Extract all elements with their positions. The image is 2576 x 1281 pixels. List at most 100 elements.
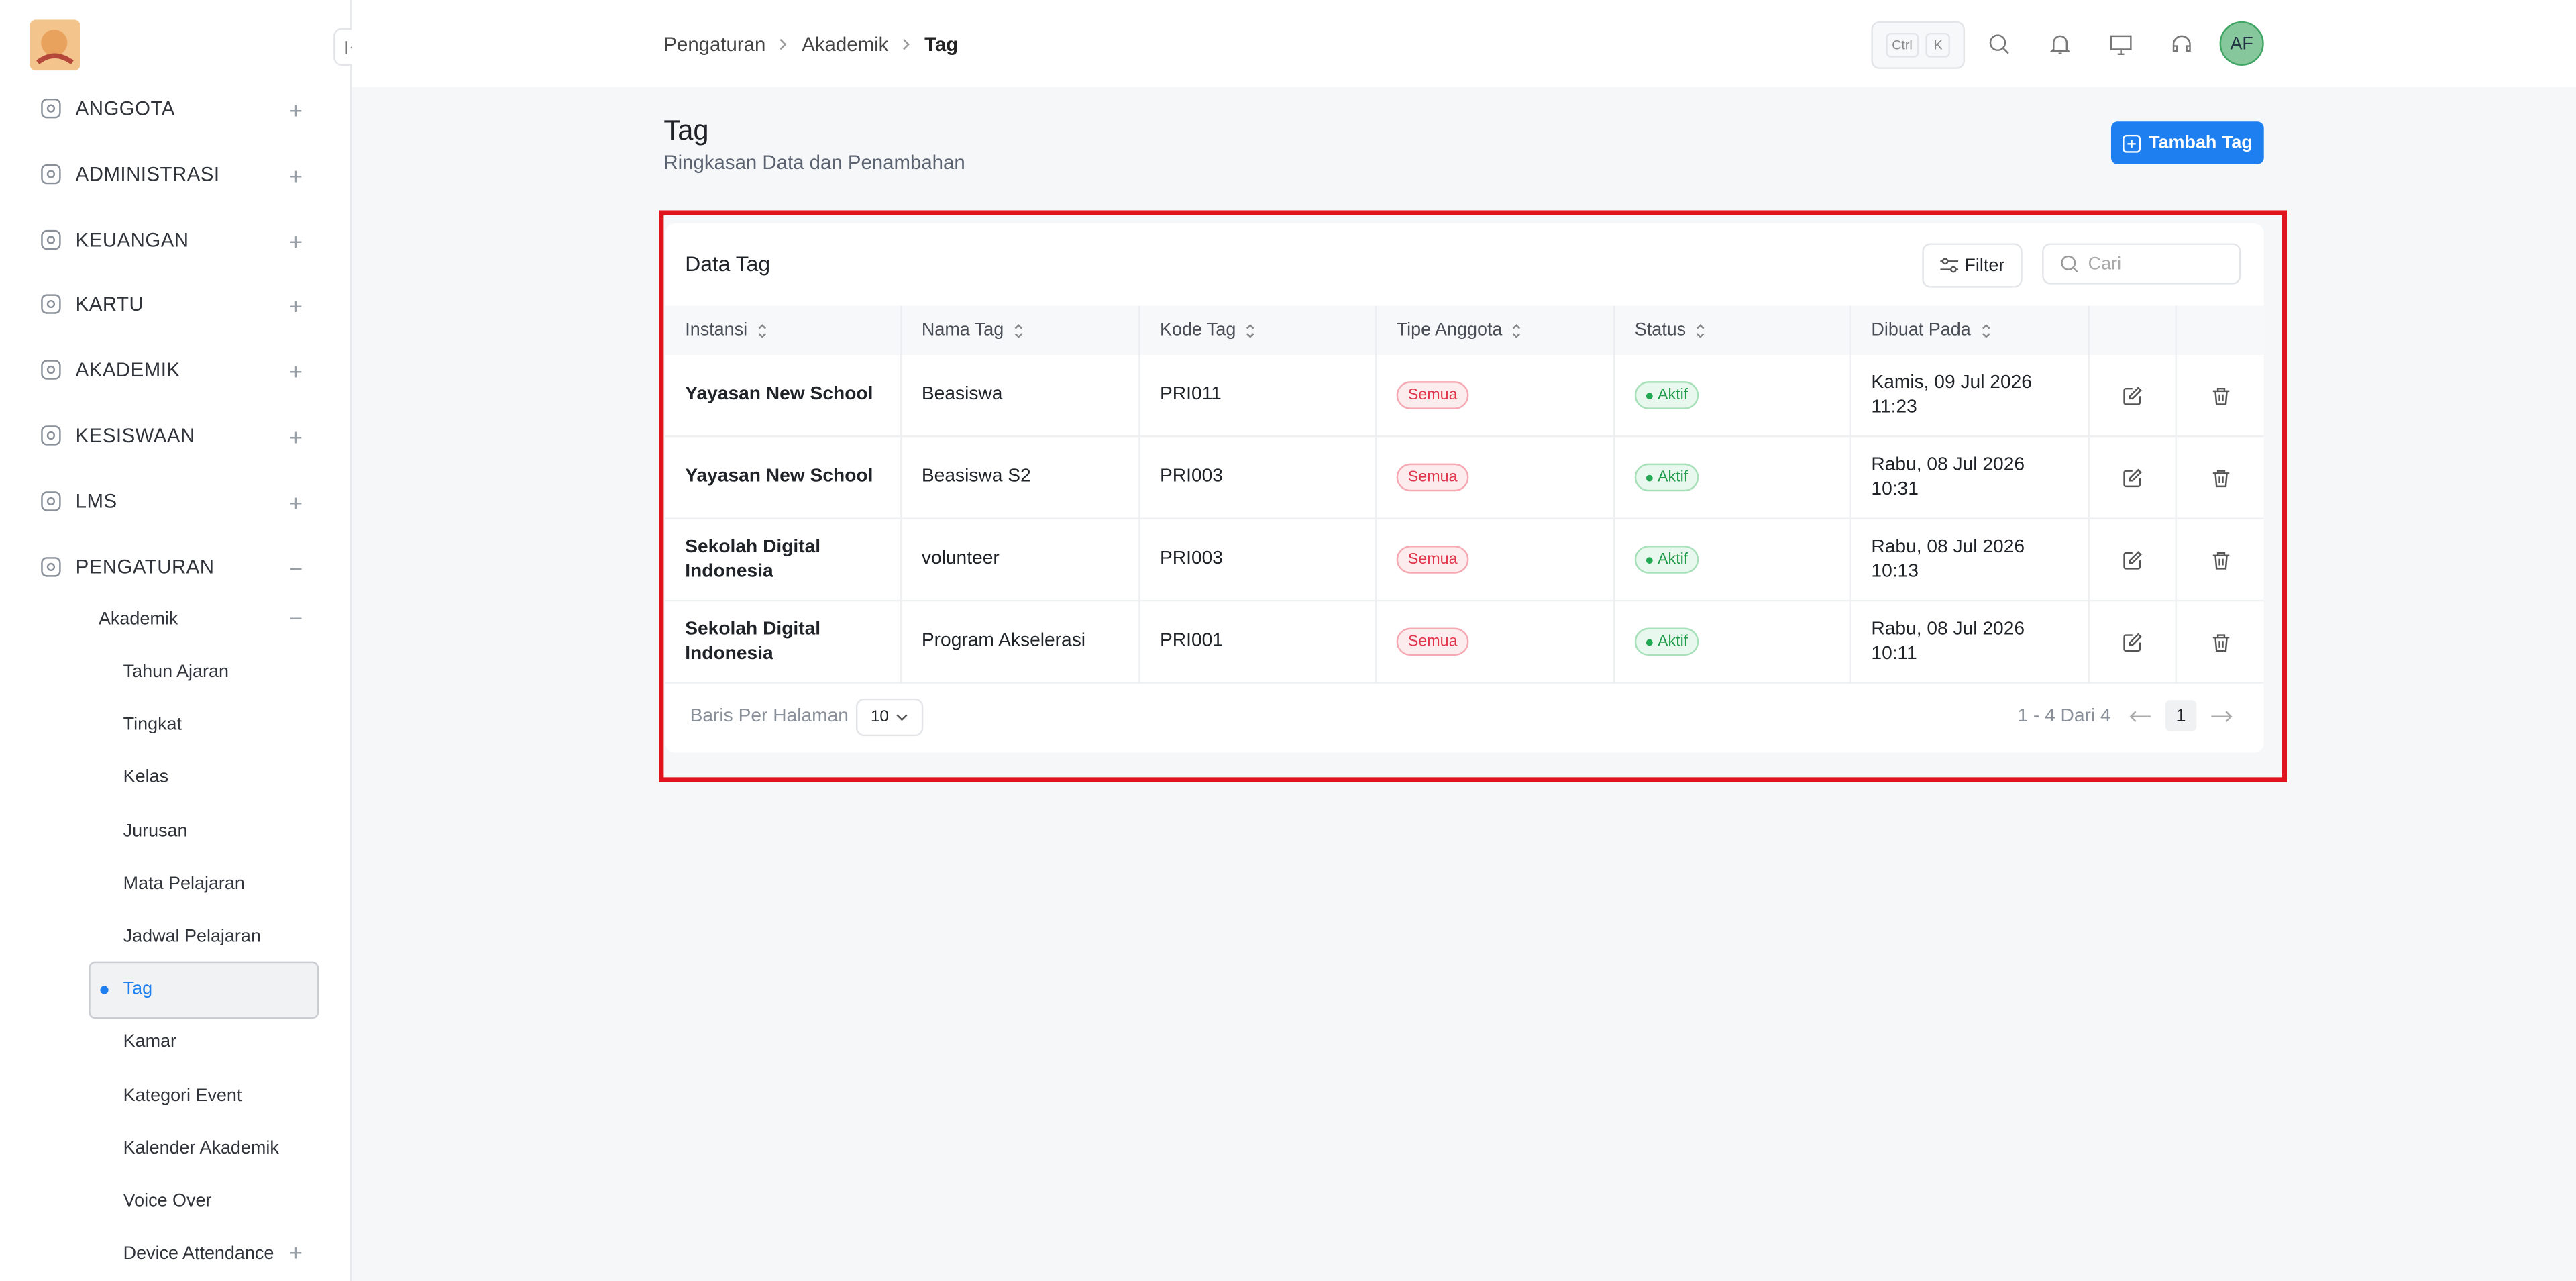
edit-icon[interactable] [2123,632,2142,652]
table-cell [2176,601,2264,684]
table-title: Data Tag [685,251,771,276]
submenu-item-label: Tingkat [123,715,182,735]
table-cell: Yayasan New School [665,437,902,519]
table-cell: volunteer [902,519,1140,602]
table-cell [2090,354,2177,438]
page-number[interactable]: 1 [2165,700,2197,731]
submenu-item[interactable]: Kelas [123,762,168,795]
highlight-box [659,210,2288,782]
submenu-item[interactable]: Tahun Ajaran [123,656,229,688]
rows-per-page-value: 10 [870,708,890,727]
status-dot [1646,556,1653,563]
delete-icon[interactable] [2210,468,2230,487]
submenu-item[interactable]: Tingkat [123,709,182,741]
breadcrumb-item[interactable]: Akademik [802,32,889,56]
breadcrumb: Pengaturan Akademik Tag [663,32,958,58]
submenu-item[interactable]: Mata Pelajaran [123,868,245,901]
key: Ctrl [1885,32,1919,58]
menu-icon [41,491,61,511]
menu-item[interactable]: LMS + [0,476,329,525]
sort-icon[interactable] [1246,323,1256,338]
table-cell: Sekolah Digital Indonesia [665,519,902,602]
page-title: Tag [663,115,709,146]
member-type-badge: Semua [1396,463,1469,492]
column-header [2176,305,2264,355]
table-cell [2090,601,2177,684]
cell-text: PRI003 [1159,548,1223,569]
delete-icon[interactable] [2210,632,2230,652]
submenu-item[interactable]: Kalender Akademik [123,1132,279,1165]
submenu-item[interactable]: Jadwal Pelajaran [123,920,261,953]
cell-text: Beasiswa S2 [921,466,1031,486]
search-placeholder: Cari [2088,254,2122,274]
menu-label: KESISWAAN [75,423,195,448]
table-cell: Aktif [1615,437,1852,519]
avatar[interactable]: AF [2219,21,2264,66]
active-dot [100,986,109,994]
table-cell: Semua [1377,601,1615,684]
status-badge: Aktif [1634,463,1700,492]
edit-icon[interactable] [2123,468,2142,487]
submenu-item[interactable]: Device Attendance [123,1238,274,1271]
delete-icon[interactable] [2210,385,2230,405]
expand-icon: + [289,423,303,451]
submenu-item[interactable]: Voice Over [123,1185,212,1218]
sort-icon[interactable] [1696,323,1706,338]
column-header: Tipe Anggota [1377,305,1615,355]
menu-label: ADMINISTRASI [75,162,220,186]
menu-icon [41,98,61,119]
edit-icon[interactable] [2123,385,2142,405]
expand-icon: + [289,162,303,189]
submenu-item[interactable]: Tag [123,973,152,1006]
menu-icon [41,164,61,184]
menu-item[interactable]: KARTU + [0,280,329,329]
sort-icon[interactable] [1980,323,1990,338]
table-cell: PRI001 [1140,601,1377,684]
submenu-item[interactable]: Jurusan [123,815,188,848]
sort-icon[interactable] [757,323,767,338]
support-icon[interactable] [2170,33,2193,56]
display-icon[interactable] [2110,33,2133,56]
submenu-item-label: Kelas [123,768,169,788]
created-at: Rabu, 08 Jul 2026 10:13 [1871,536,2025,581]
rows-per-page-select[interactable]: 10 [855,698,924,737]
table-cell: PRI003 [1140,437,1377,519]
cell-text: volunteer [921,548,1000,569]
menu-icon [41,360,61,380]
submenu-item[interactable]: Kamar [123,1026,176,1059]
breadcrumb-item[interactable]: Pengaturan [663,32,766,56]
filter-button[interactable]: Filter [1922,243,2023,288]
submenu-header[interactable]: Akademik − [99,603,312,636]
next-page[interactable] [2210,710,2233,723]
sort-icon[interactable] [1512,323,1522,338]
menu-label: LMS [75,489,117,513]
add-button[interactable]: Tambah Tag [2110,121,2264,164]
submenu-item[interactable]: Kategori Event [123,1079,242,1112]
menu-item[interactable]: KESISWAAN + [0,411,329,460]
edit-icon[interactable] [2123,550,2142,569]
search-icon[interactable] [1988,33,2010,56]
search-input[interactable]: Cari [2042,243,2241,285]
delete-icon[interactable] [2210,550,2230,569]
menu-icon [41,229,61,250]
table-cell: Aktif [1615,519,1852,602]
status-dot [1646,474,1653,481]
notification-icon[interactable] [2049,33,2072,56]
table-cell: Program Akselerasi [902,601,1140,684]
sort-icon[interactable] [1014,323,1024,338]
column-header: Kode Tag [1140,305,1377,355]
prev-page[interactable] [2129,710,2152,723]
menu-item[interactable]: ADMINISTRASI + [0,149,329,198]
table-cell: Kamis, 09 Jul 2026 11:23 [1851,354,2090,438]
menu-item[interactable]: ANGGOTA + [0,84,329,133]
filter-label: Filter [1964,255,2005,276]
column-header [2090,305,2177,355]
table-cell: Rabu, 08 Jul 2026 10:31 [1851,437,2090,519]
search-shortcut[interactable]: Ctrl K [1871,21,1966,69]
cell-text: Sekolah Digital Indonesia [685,536,821,581]
column-header: Instansi [665,305,902,355]
menu-item[interactable]: KEUANGAN + [0,215,329,264]
menu-item[interactable]: PENGATURAN − [0,542,329,591]
menu-item[interactable]: AKADEMIK + [0,346,329,395]
